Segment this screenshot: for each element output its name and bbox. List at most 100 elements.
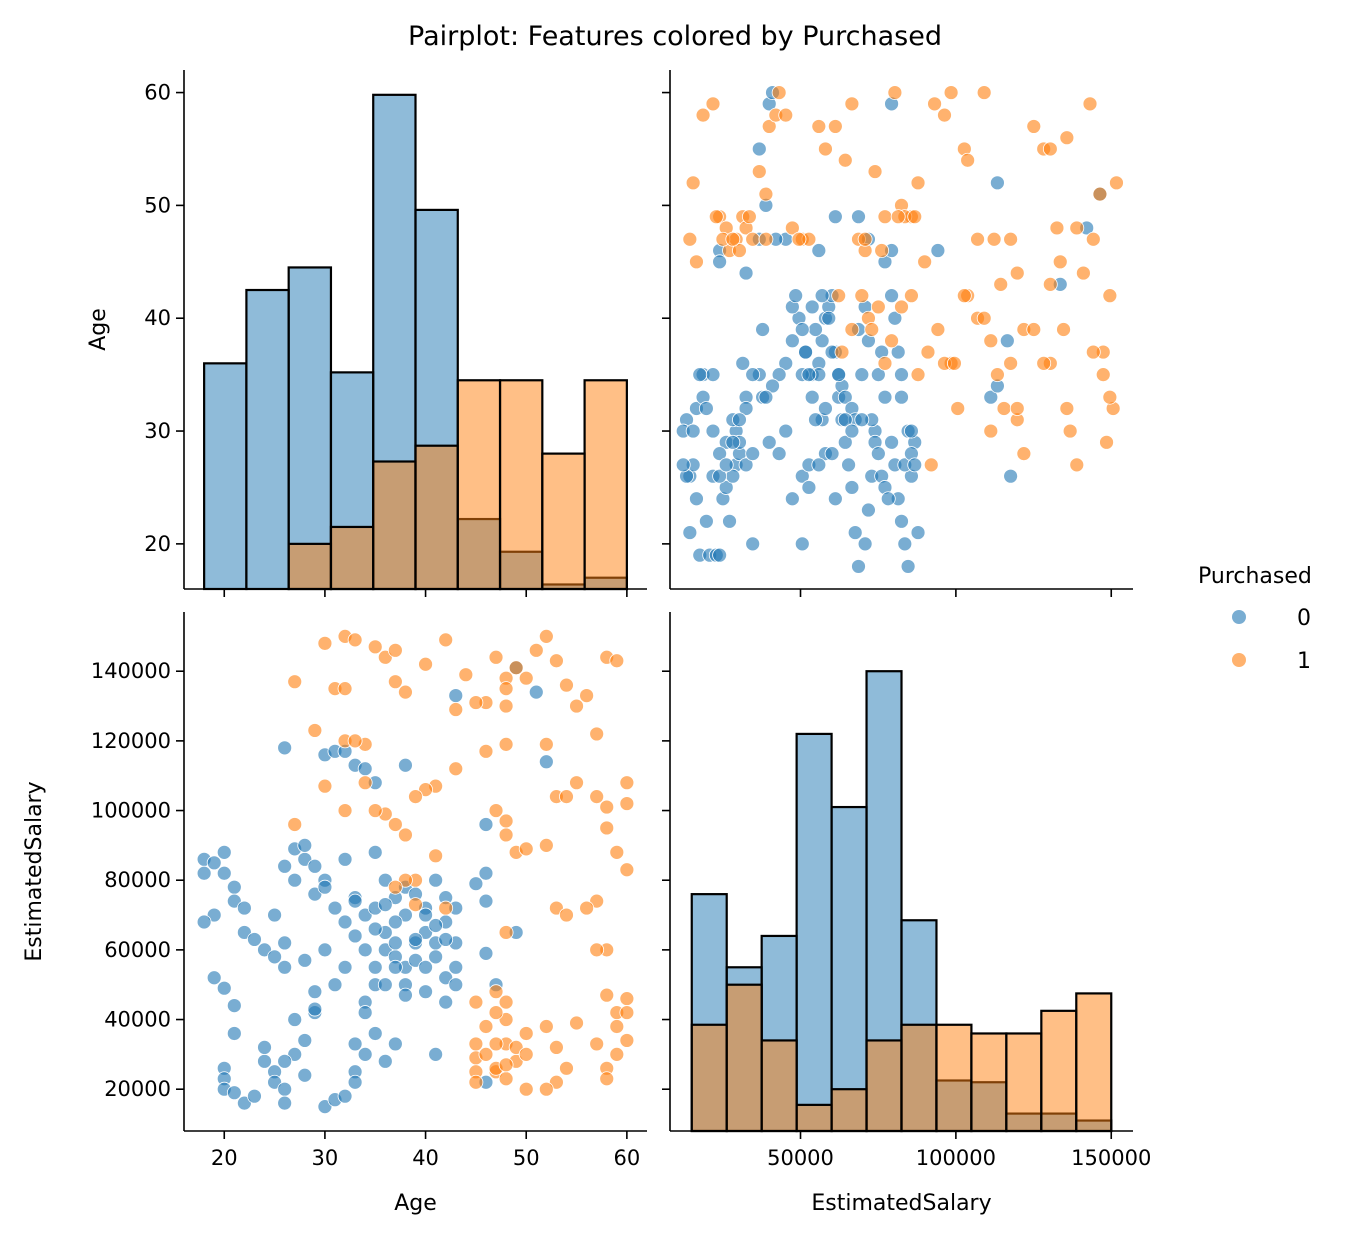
scatter-point-class-0 <box>226 998 242 1014</box>
scatter-point-class-1 <box>387 817 403 832</box>
scatter-point-class-0 <box>738 401 754 416</box>
histogram-bar-class-1 <box>795 1103 833 1133</box>
scatter-point-class-0 <box>357 1046 373 1062</box>
legend-title: Purchased <box>1198 564 1312 589</box>
scatter-point-class-0 <box>682 525 698 540</box>
scatter-point-class-0 <box>387 914 403 930</box>
scatter-point-class-0 <box>689 491 704 507</box>
scatter-point-class-1 <box>827 119 843 134</box>
panel-age-vs-salary: 20000 40000 60000 80000 100000 120000 140000 20… <box>22 612 647 1216</box>
x-tick-label: 20 <box>211 1146 238 1170</box>
scatter-point-class-0 <box>778 355 794 371</box>
scatter-point-class-0 <box>794 468 810 484</box>
scatter-point-class-0 <box>257 942 272 958</box>
scatter-point-class-1 <box>337 681 353 697</box>
histogram-bar-class-1 <box>865 1039 903 1133</box>
scatter-point-class-1 <box>619 1033 635 1048</box>
histogram-bar-class-1 <box>287 542 333 591</box>
scatter-point-class-1 <box>1102 389 1118 405</box>
scatter-point-class-0 <box>347 1036 363 1052</box>
scatter-point-class-0 <box>307 1001 323 1017</box>
scatter-point-class-0 <box>367 959 383 975</box>
scatter-point-class-1 <box>930 322 946 337</box>
scatter-point-class-0 <box>317 1099 333 1115</box>
scatter-point-class-0 <box>854 367 870 383</box>
scatter-point-class-1 <box>468 695 484 710</box>
scatter-point-class-1 <box>518 1026 534 1041</box>
scatter-point-class-1 <box>867 164 883 179</box>
scatter-point-class-1 <box>498 736 514 752</box>
scatter-point-class-1 <box>996 401 1012 416</box>
scatter-point-class-0 <box>894 389 909 405</box>
scatter-point-class-1 <box>907 209 923 225</box>
scatter-point-class-0 <box>811 457 827 473</box>
histogram-bar-class-0 <box>795 732 833 1133</box>
scatter-point-class-1 <box>751 164 767 179</box>
scatter-point-class-0 <box>438 994 454 1010</box>
scatter-point-class-0 <box>216 980 232 996</box>
scatter-point-class-0 <box>841 457 856 473</box>
y-tick-label: 140000 <box>91 659 171 683</box>
scatter-point-class-0 <box>692 367 708 383</box>
scatter-point-class-0 <box>877 389 893 405</box>
scatter-point-class-1 <box>478 1019 494 1034</box>
scatter-point-class-1 <box>1009 265 1025 281</box>
x-tick-label: 50000 <box>767 1146 834 1170</box>
scatter-point-class-0 <box>236 925 252 940</box>
scatter-point-class-0 <box>990 175 1005 191</box>
scatter-point-class-1 <box>599 820 615 836</box>
scatter-point-class-1 <box>993 276 1009 292</box>
scatter-point-class-0 <box>367 921 383 937</box>
scatter-point-class-0 <box>357 942 373 958</box>
scatter-point-class-1 <box>468 994 484 1010</box>
scatter-point-class-1 <box>538 837 554 853</box>
scatter-point-class-1 <box>705 96 721 112</box>
scatter-point-class-0 <box>930 243 946 258</box>
scatter-point-class-0 <box>831 367 847 383</box>
scatter-point-class-1 <box>1102 288 1118 304</box>
scatter-point-class-1 <box>771 85 787 100</box>
scatter-point-class-0 <box>907 457 923 473</box>
scatter-point-class-0 <box>468 876 484 892</box>
scatter-point-class-1 <box>549 900 564 916</box>
scatter-point-class-0 <box>837 412 853 428</box>
scatter-point-class-0 <box>854 412 870 428</box>
scatter-point-class-1 <box>1042 141 1058 157</box>
scatter-point-class-1 <box>307 723 323 738</box>
scatter-point-class-0 <box>837 389 853 405</box>
scatter-point-class-0 <box>827 209 843 225</box>
scatter-point-class-1 <box>884 333 899 349</box>
scatter-point-class-0 <box>999 333 1015 349</box>
scatter-point-class-0 <box>206 970 222 986</box>
histogram-bar-class-1 <box>830 1088 868 1133</box>
scatter-point-class-0 <box>738 457 754 473</box>
scatter-point-class-0 <box>277 740 293 756</box>
scatter-point-class-1 <box>488 649 504 665</box>
scatter-point-class-1 <box>387 674 403 690</box>
scatter-point-class-1 <box>910 367 926 383</box>
scatter-point-class-1 <box>488 984 504 1000</box>
scatter-point-class-0 <box>287 1012 303 1027</box>
scatter-point-class-0 <box>725 434 741 450</box>
scatter-point-class-0 <box>277 1081 293 1097</box>
scatter-point-class-1 <box>708 209 724 225</box>
histogram-bar-class-1 <box>935 1023 973 1133</box>
scatter-point-class-0 <box>297 1067 313 1083</box>
scatter-point-class-0 <box>418 984 433 1000</box>
scatter-point-class-1 <box>398 872 413 888</box>
scatter-point-class-0 <box>778 423 794 439</box>
scatter-point-class-1 <box>458 667 474 683</box>
scatter-point-class-1 <box>1059 130 1075 146</box>
scatter-point-class-1 <box>761 119 777 134</box>
scatter-point-class-0 <box>206 907 222 923</box>
scatter-point-class-0 <box>216 865 232 881</box>
scatter-point-class-1 <box>1069 457 1085 473</box>
scatter-point-class-0 <box>784 491 800 507</box>
histogram-bar-class-1 <box>414 444 459 591</box>
scatter-point-class-1 <box>518 1081 534 1097</box>
scatter-point-class-1 <box>428 848 444 864</box>
scatter-point-class-0 <box>438 970 454 986</box>
scatter-point-class-0 <box>287 872 303 888</box>
scatter-point-class-0 <box>327 900 343 916</box>
